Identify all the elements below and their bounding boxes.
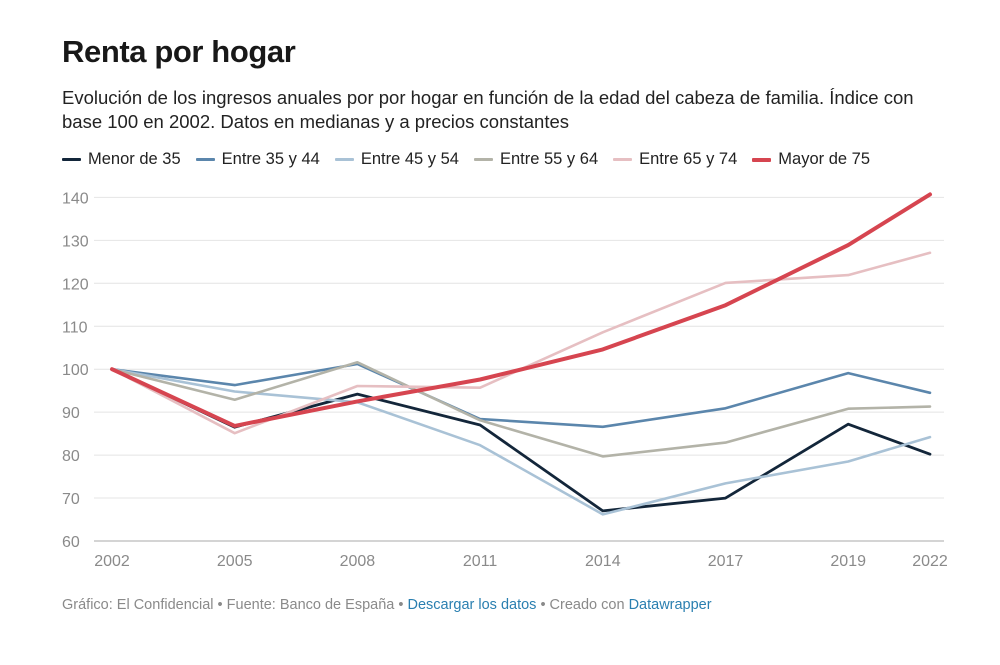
legend-swatch-65-74 (613, 158, 633, 161)
legend-item-65-74: Entre 65 y 74 (613, 150, 737, 169)
x-tick-label: 2022 (912, 553, 948, 570)
legend-item-menor-35: Menor de 35 (62, 150, 181, 169)
y-tick-label: 60 (62, 534, 80, 551)
y-tick-label: 140 (62, 190, 89, 207)
legend-label-35-44: Entre 35 y 44 (221, 150, 320, 168)
series-line-mayor75 (110, 192, 932, 428)
y-tick-label: 100 (62, 362, 89, 379)
series-line-e55_64 (110, 360, 932, 458)
legend-label-mayor-75: Mayor de 75 (778, 150, 870, 168)
legend-item-55-64: Entre 55 y 64 (473, 150, 599, 169)
legend-swatch-mayor-75 (752, 157, 772, 162)
legend-label-45-54: Entre 45 y 54 (360, 150, 459, 168)
legend-item-45-54: Entre 45 y 54 (334, 150, 459, 169)
legend-swatch-menor-35 (62, 158, 81, 161)
x-tick-label: 2005 (217, 553, 253, 570)
y-tick-label: 110 (62, 319, 88, 336)
x-axis-ticks: 2002 2005 2008 2011 2014 2017 2019 2022 (94, 553, 948, 570)
y-tick-label: 80 (62, 448, 80, 465)
x-tick-label: 2002 (94, 553, 130, 570)
chart-subtitle: Evolución de los ingresos anuales por po… (62, 87, 914, 132)
y-tick-label: 120 (62, 276, 89, 293)
x-tick-label: 2019 (830, 553, 866, 570)
legend-swatch-35-44 (195, 158, 215, 161)
x-tick-label: 2008 (340, 553, 376, 570)
legend-item-mayor-75: Mayor de 75 (752, 150, 870, 169)
footer: Gráfico: El Confidencial • Fuente: Banco… (62, 597, 712, 613)
series-line-e65_74 (110, 251, 932, 435)
y-axis-ticks: 60 70 80 90 100 110 120 130 140 (62, 190, 89, 551)
chart-title: Renta por hogar (62, 34, 296, 69)
datawrapper-link[interactable]: Datawrapper (628, 597, 712, 613)
series-line-e35_44 (110, 362, 932, 429)
legend: Menor de 35 Entre 35 y 44 Entre 45 y 54 … (62, 150, 885, 169)
y-tick-label: 70 (62, 491, 80, 508)
y-tick-label: 90 (62, 405, 80, 422)
legend-swatch-45-54 (334, 158, 354, 161)
x-tick-label: 2014 (585, 553, 621, 570)
legend-label-menor-35: Menor de 35 (88, 150, 181, 168)
series-lines (110, 192, 932, 516)
legend-swatch-55-64 (473, 158, 493, 161)
legend-item-35-44: Entre 35 y 44 (195, 150, 320, 169)
y-tick-label: 130 (62, 233, 89, 250)
x-tick-label: 2011 (463, 553, 498, 570)
footer-created-with: • Creado con (536, 597, 629, 613)
series-line-e45_54 (110, 367, 932, 516)
legend-label-65-74: Entre 65 y 74 (639, 150, 738, 168)
legend-label-55-64: Entre 55 y 64 (499, 150, 599, 168)
x-tick-label: 2017 (708, 553, 744, 570)
download-data-link[interactable]: Descargar los datos (407, 597, 537, 613)
footer-credit: Gráfico: El Confidencial • Fuente: Banco… (62, 597, 408, 613)
